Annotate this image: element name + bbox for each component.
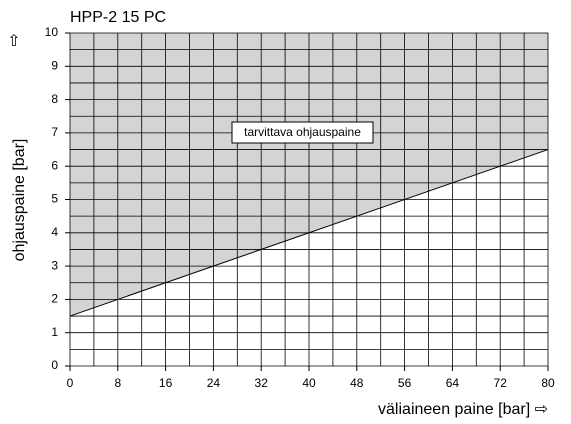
annotation: tarvittava ohjauspaine (244, 125, 361, 139)
annotation-box (231, 121, 374, 144)
y-tick-label: 0 (51, 358, 58, 372)
x-tick-label: 72 (494, 376, 508, 390)
chart-title: HPP-2 15 PC (70, 9, 166, 26)
y-tick-label: 6 (51, 158, 58, 172)
y-tick-label: 3 (51, 258, 58, 272)
x-tick-label: 64 (446, 376, 460, 390)
x-tick-label: 40 (302, 376, 316, 390)
y-tick-label: 5 (51, 192, 58, 206)
line (69, 149, 549, 317)
x-tick-label: 32 (255, 376, 269, 390)
x-tick-label: 8 (114, 376, 121, 390)
x-tick-label: 56 (398, 376, 412, 390)
x-axis-label: väliaineen paine [bar] ⇨ (378, 401, 548, 418)
y-tick-label: 1 (51, 325, 58, 339)
y-tick-label: 9 (51, 58, 58, 72)
y-axis-arrow: ⇧ (7, 33, 20, 50)
x-tick-label: 16 (159, 376, 173, 390)
y-tick-label: 4 (51, 225, 58, 239)
x-tick-label: 0 (67, 376, 74, 390)
x-tick-label: 24 (207, 376, 221, 390)
y-tick-label: 2 (51, 292, 58, 306)
x-tick-label: 80 (541, 376, 555, 390)
y-tick-label: 10 (45, 25, 59, 39)
x-tick-label: 48 (350, 376, 364, 390)
y-tick-label: 7 (51, 125, 58, 139)
y-tick-label: 8 (51, 92, 58, 106)
y-axis-label: ohjauspaine [bar] (11, 139, 28, 262)
